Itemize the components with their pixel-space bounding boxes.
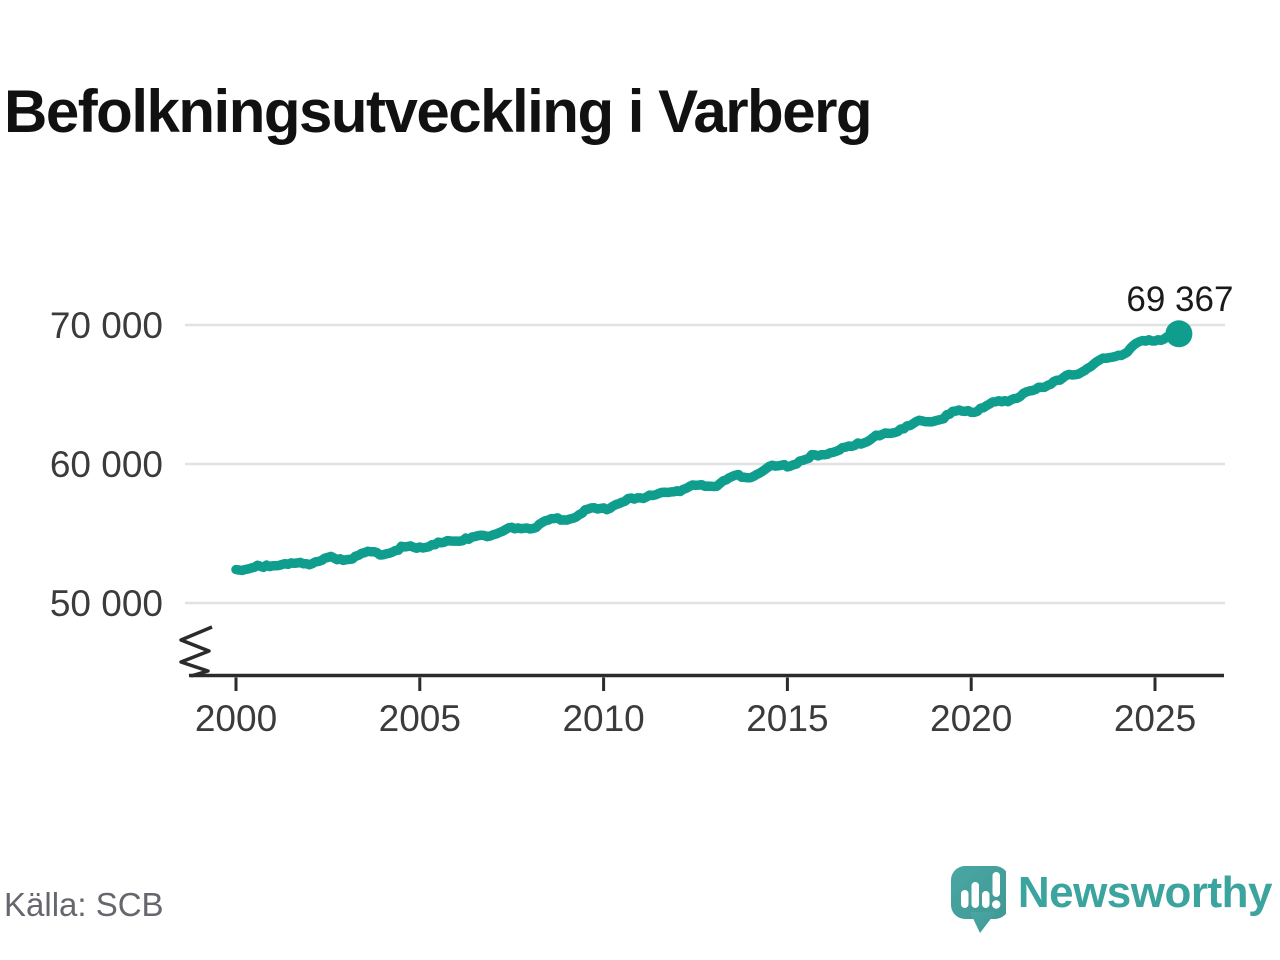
x-tick-label: 2010 bbox=[562, 698, 644, 739]
population-line bbox=[231, 327, 1184, 576]
x-tick-label: 2025 bbox=[1114, 698, 1196, 739]
x-tick-label: 2020 bbox=[930, 698, 1012, 739]
x-tick-label: 2015 bbox=[746, 698, 828, 739]
x-tick-label: 2005 bbox=[379, 698, 461, 739]
end-point-marker bbox=[1165, 320, 1193, 348]
brand-name: Newsworthy bbox=[1017, 868, 1273, 917]
y-tick-label: 50 000 bbox=[50, 583, 163, 624]
end-value-label: 69 367 bbox=[1126, 280, 1233, 319]
y-axis-break-icon bbox=[179, 625, 213, 678]
y-tick-label: 70 000 bbox=[50, 305, 163, 346]
newsworthy-speech-bubble-bar-chart-icon bbox=[950, 866, 1006, 933]
x-tick-label: 2000 bbox=[195, 698, 277, 739]
brand-footer: Newsworthy bbox=[944, 858, 1273, 934]
bar-chart-glyph bbox=[960, 872, 1001, 909]
source-note: Källa: SCB bbox=[4, 886, 164, 923]
chart-title: Befolkningsutveckling i Varberg bbox=[4, 78, 873, 146]
y-tick-label: 60 000 bbox=[50, 444, 163, 485]
